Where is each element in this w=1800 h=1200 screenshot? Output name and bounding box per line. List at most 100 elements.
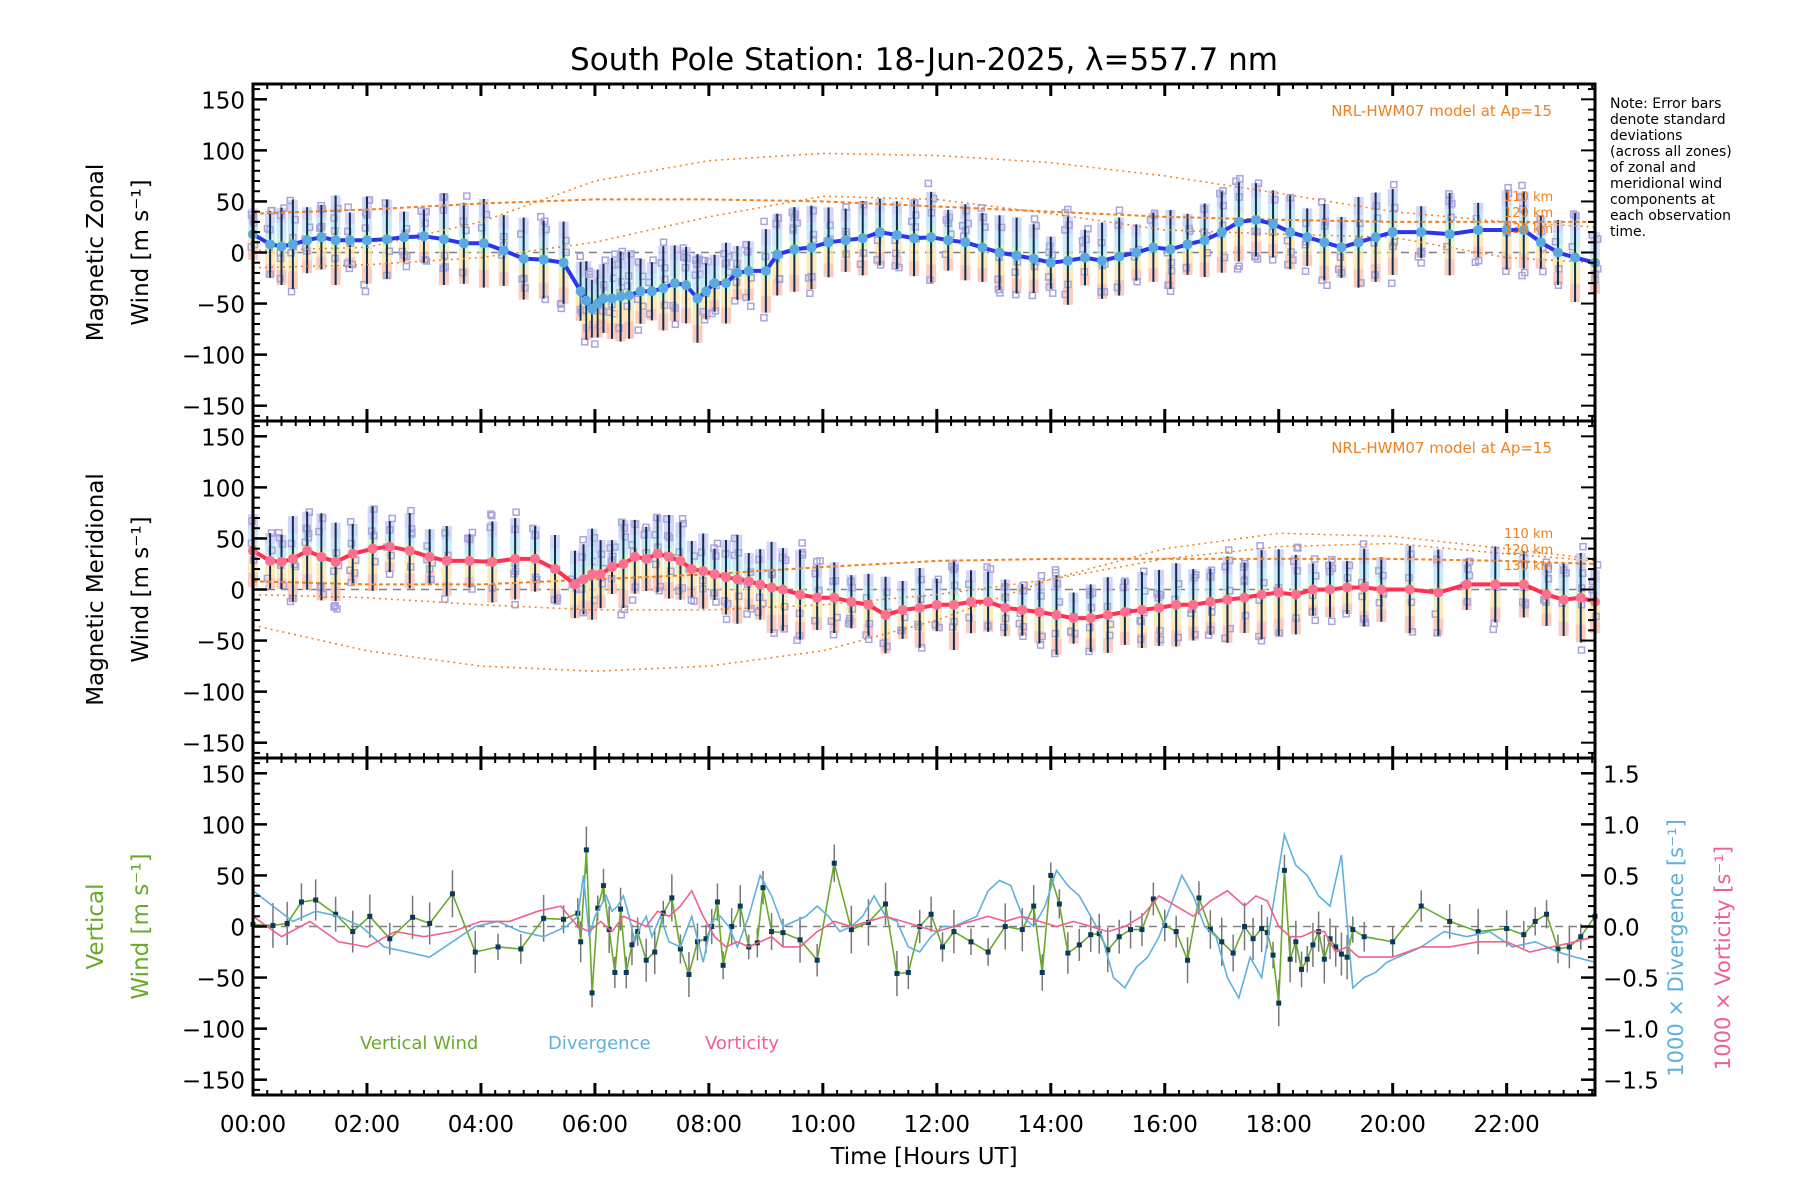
zone-point: [276, 211, 285, 219]
mean-wind-marker: [478, 238, 489, 249]
zone-point: [1115, 206, 1124, 214]
zone-point: [421, 219, 429, 228]
mean-wind-marker: [276, 241, 287, 252]
zone-point: [579, 535, 587, 544]
mean-wind-marker: [316, 232, 327, 243]
vorticity-line: [252, 889, 1596, 958]
zone-point: [1119, 583, 1128, 592]
zone-point: [585, 270, 594, 279]
zone-point: [1389, 180, 1398, 189]
vertical-wind-marker: [709, 924, 715, 929]
zone-point: [1207, 566, 1216, 574]
vertical-wind-marker: [1139, 927, 1145, 933]
mean-wind-marker: [418, 231, 429, 242]
zone-point: [720, 597, 729, 605]
vertical-wind-marker: [1447, 918, 1453, 924]
vertical-wind-marker: [686, 971, 692, 977]
panel-vertical: Vertical Wind Divergence Vorticity 1.5 1.0 0.…: [83, 756, 1735, 1097]
x-tick-label: 20:00: [1360, 1112, 1426, 1138]
zone-point: [1251, 253, 1259, 261]
error-bar-note: Note: Error bars denote standard deviation…: [1610, 96, 1795, 240]
vertical-wind-marker: [367, 913, 373, 919]
mean-wind-marker: [1216, 227, 1227, 238]
chart-title: South Pole Station: 18-Jun-2025, λ=557.7…: [570, 42, 1278, 78]
zone-point: [1268, 256, 1277, 264]
mean-wind-marker: [344, 235, 355, 246]
mean-wind-marker: [1490, 579, 1501, 590]
mean-wind-marker: [1205, 596, 1216, 607]
model-label: NRL-HWM07 model at Ap=15: [1331, 102, 1552, 120]
mean-wind-marker: [598, 293, 609, 304]
zone-point: [407, 563, 415, 571]
zone-point: [926, 276, 934, 285]
vertical-wind-marker: [1065, 950, 1071, 956]
vertical-wind-marker: [1019, 927, 1025, 933]
mean-wind-marker: [994, 247, 1005, 258]
note-line: Note: Error bars: [1610, 96, 1722, 112]
mean-wind-marker: [607, 562, 618, 573]
zone-point: [361, 287, 370, 296]
mean-wind-marker: [1222, 594, 1233, 605]
y-tick-label: −50: [196, 630, 245, 656]
y-tick-label: 0: [230, 916, 245, 942]
zone-point: [1136, 616, 1144, 625]
vertical-wind-marker: [1076, 942, 1082, 948]
mean-wind-marker: [681, 280, 692, 291]
vertical-wind-marker: [583, 847, 589, 853]
zone-point: [1301, 267, 1310, 275]
mean-wind-marker: [635, 286, 646, 297]
vertical-wind-marker: [797, 937, 803, 943]
mean-wind-marker: [943, 235, 954, 246]
vertical-wind-marker: [985, 949, 991, 955]
vertical-wind-marker: [333, 911, 339, 917]
zone-point: [381, 199, 390, 207]
zone-point: [1190, 573, 1199, 582]
zone-point: [370, 531, 378, 540]
zone-point: [346, 517, 355, 526]
zone-point: [463, 534, 472, 543]
vertical-wind-marker: [1116, 934, 1122, 940]
y-tick-label: 0: [230, 579, 245, 605]
model-altitude-label: 120 km: [1504, 543, 1553, 558]
zone-point: [1294, 544, 1302, 552]
zone-point: [659, 238, 668, 247]
model-altitude-label: 120 km: [1504, 206, 1553, 221]
vertical-wind-marker: [270, 922, 276, 928]
mean-wind-marker: [1444, 229, 1455, 240]
zone-point: [731, 297, 739, 305]
zone-point: [402, 262, 411, 271]
vertical-wind-marker: [1207, 927, 1213, 933]
mean-wind-marker: [840, 235, 851, 246]
mean-wind-marker: [669, 278, 680, 289]
vertical-wind-marker: [1185, 957, 1191, 963]
zone-point: [1219, 201, 1227, 210]
mean-wind-marker: [909, 233, 920, 244]
zone-point: [735, 592, 743, 601]
right-tick-label: 1.0: [1603, 813, 1640, 839]
zone-point: [1182, 264, 1190, 272]
mean-wind-marker: [1575, 592, 1586, 603]
mean-wind-marker: [675, 555, 686, 566]
mean-wind-marker: [1119, 606, 1130, 617]
x-axis-label: Time [Hours UT]: [829, 1144, 1017, 1170]
zone-point: [652, 560, 660, 569]
zone-point: [628, 596, 637, 604]
vertical-wind-marker: [814, 957, 820, 963]
mean-wind-marker: [550, 564, 561, 575]
mean-wind-marker: [1148, 242, 1159, 253]
zone-point: [655, 586, 664, 595]
model-altitude-label: 110 km: [1504, 527, 1553, 542]
mean-wind-marker: [1325, 584, 1336, 595]
mean-wind-marker: [772, 249, 783, 260]
mean-wind-marker: [510, 553, 521, 564]
zone-point: [1490, 619, 1498, 628]
mean-wind-marker: [1359, 582, 1370, 593]
mean-wind-marker: [641, 553, 652, 564]
zone-point: [1045, 242, 1054, 251]
x-tick-label: 10:00: [790, 1112, 856, 1138]
zone-point: [468, 528, 477, 537]
zone-point: [617, 611, 625, 619]
note-line: components at: [1610, 192, 1716, 208]
mean-wind-marker: [914, 602, 925, 613]
